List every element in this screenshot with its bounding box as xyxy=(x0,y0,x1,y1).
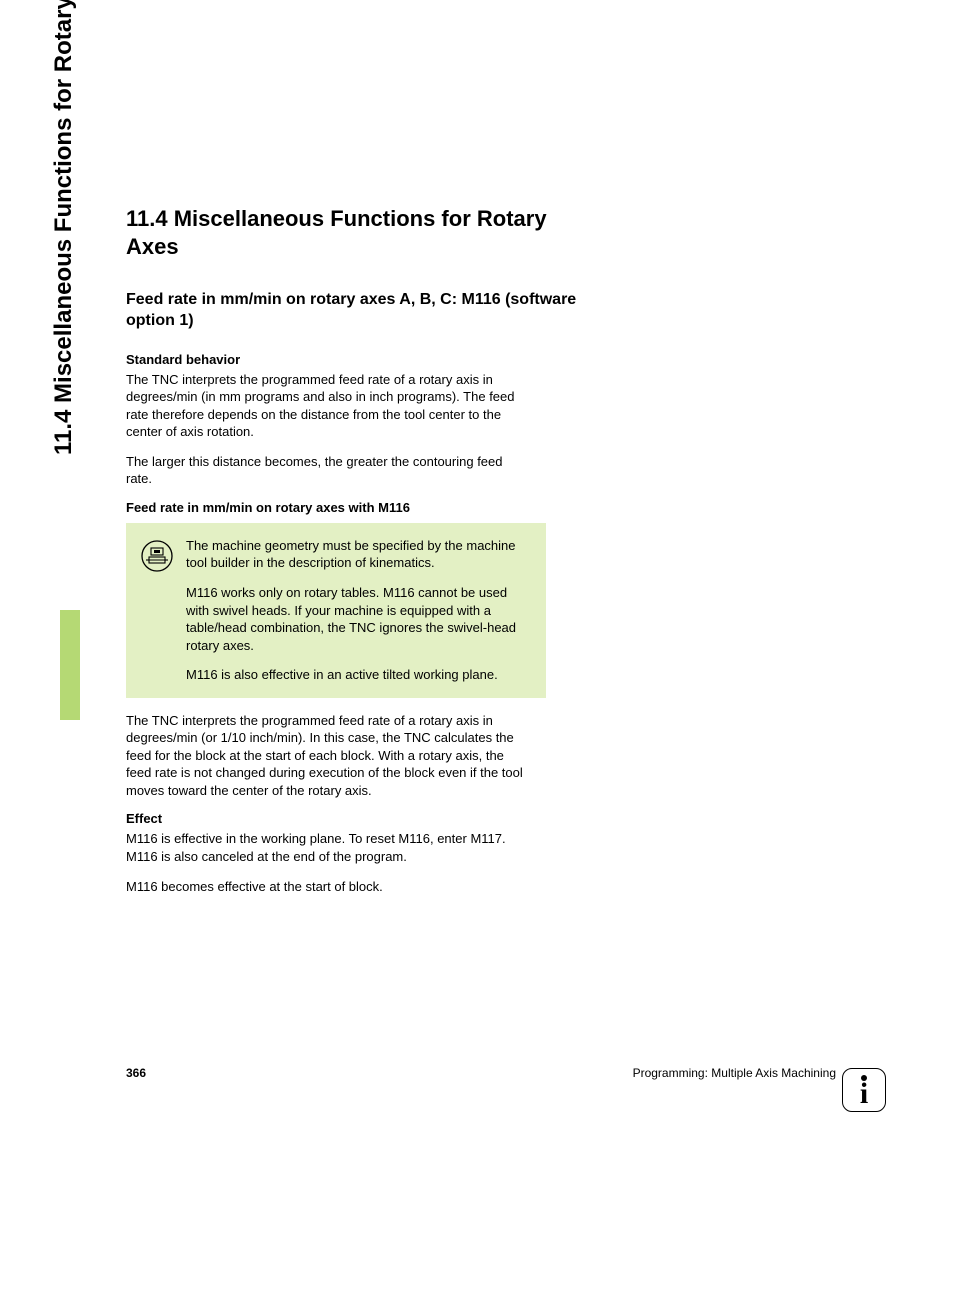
info-icon: i xyxy=(842,1068,886,1112)
side-tab-accent xyxy=(60,610,80,720)
machine-icon xyxy=(140,539,174,573)
section2-para-after: The TNC interprets the programmed feed r… xyxy=(126,712,526,800)
footer-chapter: Programming: Multiple Axis Machining xyxy=(633,1066,836,1080)
main-heading: 11.4 Miscellaneous Functions for Rotary … xyxy=(126,205,586,260)
callout-para2: M116 works only on rotary tables. M116 c… xyxy=(186,584,532,654)
callout-body: The machine geometry must be specified b… xyxy=(186,537,532,684)
section1-heading: Standard behavior xyxy=(126,352,586,367)
callout-para1: The machine geometry must be specified b… xyxy=(186,537,532,572)
section3-para1: M116 is effective in the working plane. … xyxy=(126,830,526,865)
sub-heading: Feed rate in mm/min on rotary axes A, B,… xyxy=(126,290,586,332)
callout-para3: M116 is also effective in an active tilt… xyxy=(186,666,532,684)
page-number: 366 xyxy=(126,1066,146,1080)
section1-para1: The TNC interprets the programmed feed r… xyxy=(126,371,526,441)
section2-heading: Feed rate in mm/min on rotary axes with … xyxy=(126,500,586,515)
content-area: 11.4 Miscellaneous Functions for Rotary … xyxy=(126,205,586,907)
side-title: 11.4 Miscellaneous Functions for Rotary … xyxy=(50,0,78,455)
section1-para2: The larger this distance becomes, the gr… xyxy=(126,453,526,488)
section3-heading: Effect xyxy=(126,811,586,826)
callout-box: The machine geometry must be specified b… xyxy=(126,523,546,698)
section3-para2: M116 becomes effective at the start of b… xyxy=(126,878,526,896)
footer: 366 Programming: Multiple Axis Machining xyxy=(126,1066,836,1080)
